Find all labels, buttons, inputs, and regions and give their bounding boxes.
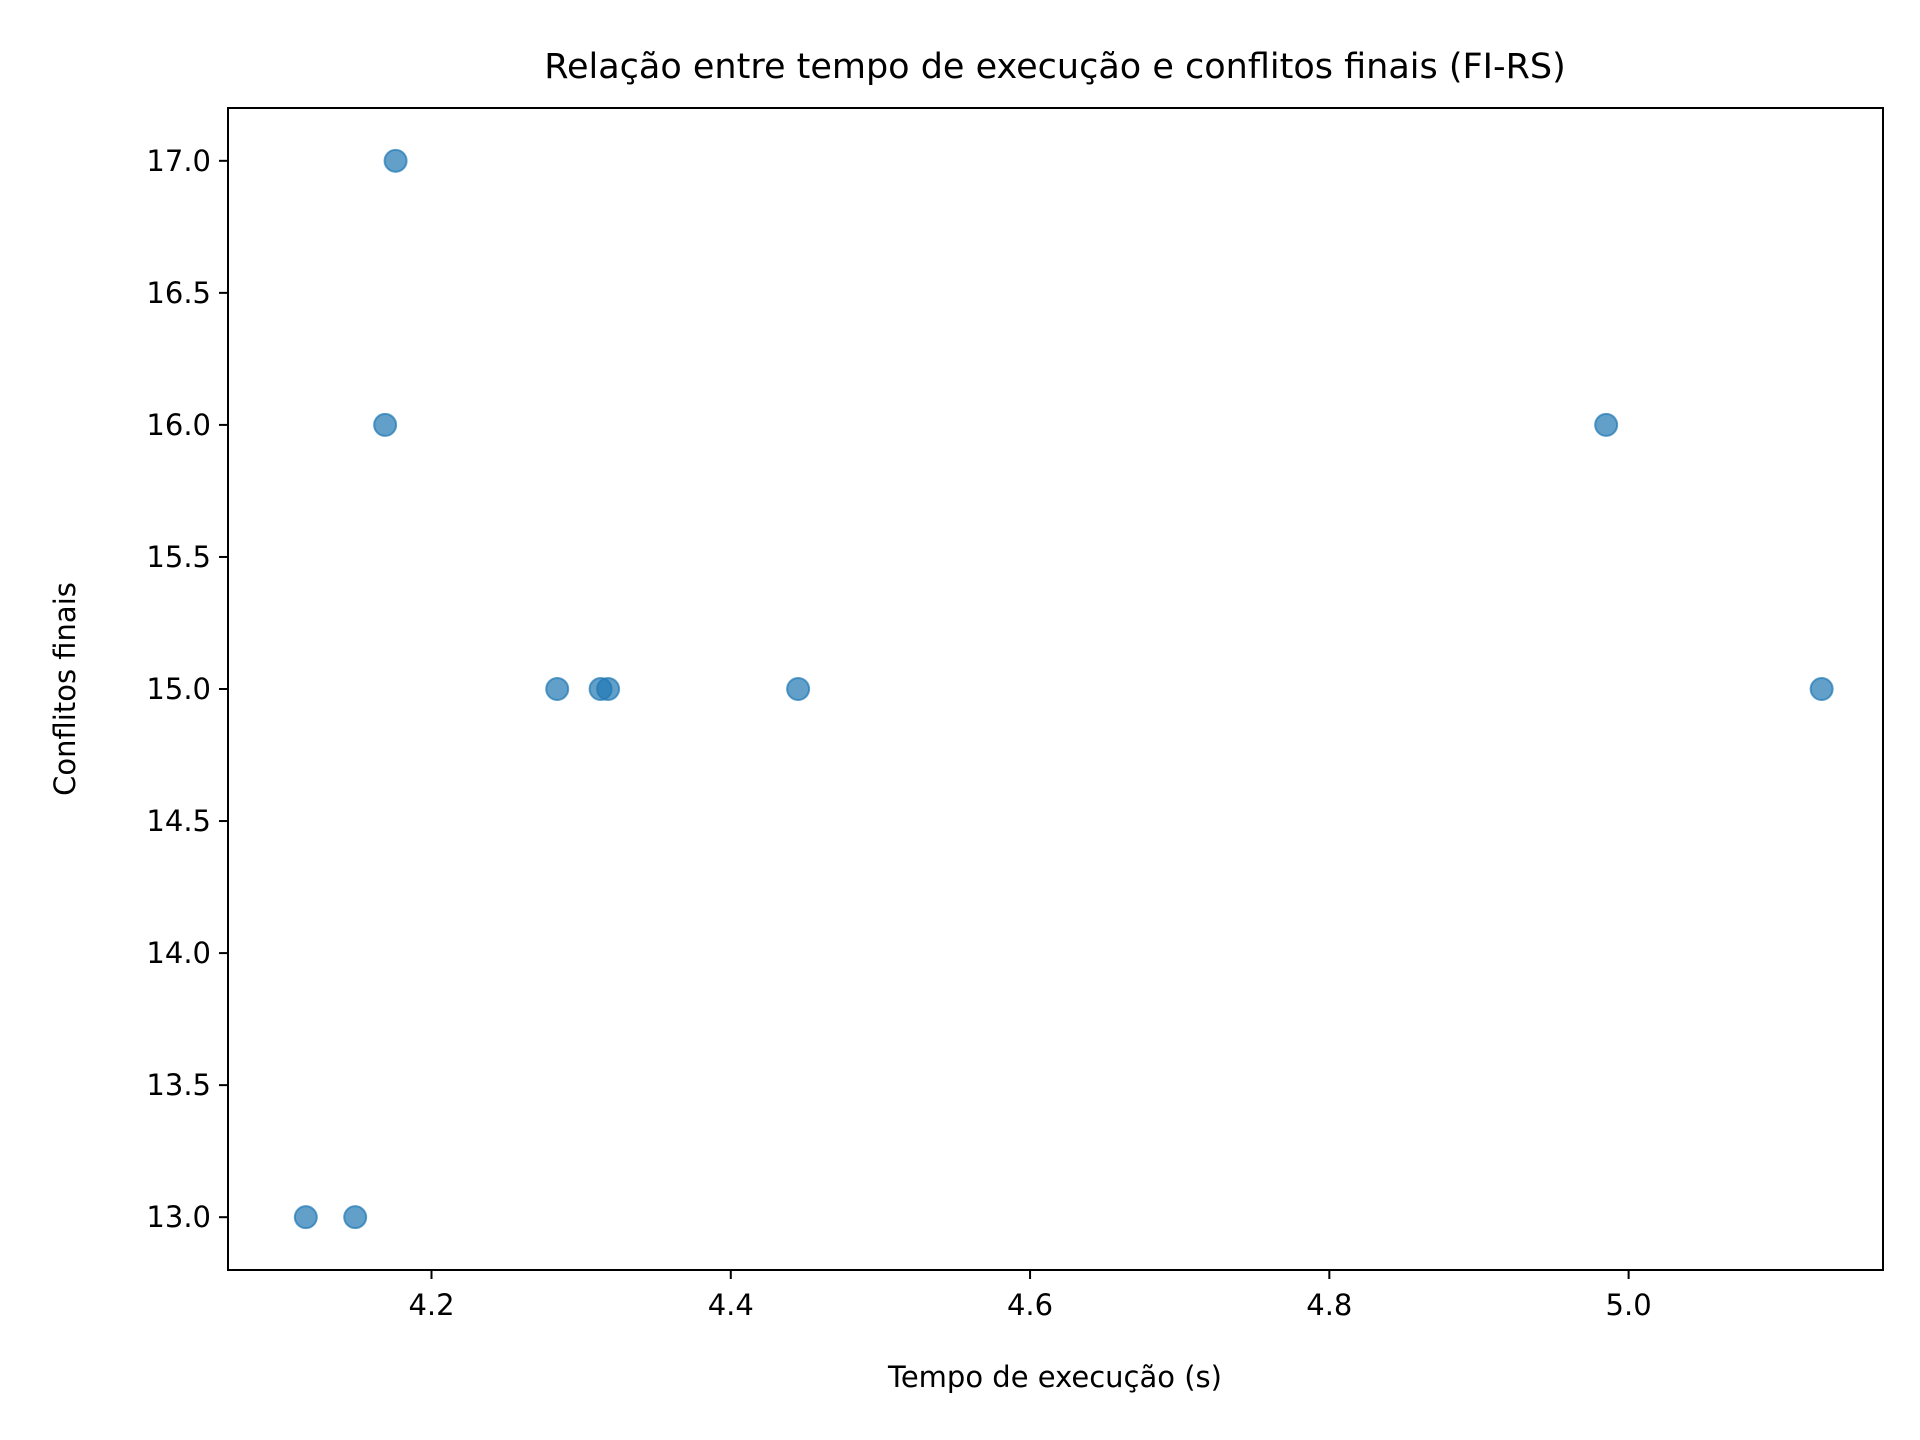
x-axis-title: Tempo de execução (s): [887, 1360, 1222, 1394]
chart-title: Relação entre tempo de execução e confli…: [544, 47, 1566, 87]
scatter-point-10: [343, 1205, 368, 1230]
y-tick-label: 14.5: [146, 804, 211, 838]
x-tick-label: 4.8: [1306, 1288, 1352, 1322]
x-tick-label: 4.6: [1007, 1288, 1053, 1322]
plot-frame: [227, 107, 1884, 1271]
points-layer: [293, 148, 1834, 1230]
y-axis-title: Conflitos finais: [48, 582, 82, 796]
y-tick-label: 14.0: [146, 936, 211, 970]
y-axis-ticks: 13.0 13.5 14.0 14.5 15.0 15.5 16.0 16.5 17.0: [146, 144, 228, 1234]
scatter-point-1: [383, 148, 408, 173]
scatter-point-2: [373, 412, 398, 437]
scatter-point-7: [786, 677, 811, 701]
scatter-point-4: [545, 677, 570, 701]
scatter-point-6: [596, 677, 621, 701]
x-axis-ticks: 4.2 4.4 4.6 4.8 5.0: [408, 1270, 1652, 1322]
x-tick-label: 4.4: [708, 1288, 754, 1322]
y-tick-label: 13.5: [146, 1068, 211, 1102]
scatter-point-9: [293, 1205, 318, 1230]
y-tick-label: 15.0: [146, 672, 211, 706]
scatter-point-3: [1594, 412, 1619, 437]
x-tick-label: 5.0: [1606, 1288, 1652, 1322]
scatter-point-8: [1809, 677, 1834, 701]
y-tick-label: 17.0: [146, 144, 211, 178]
y-tick-label: 15.5: [146, 540, 211, 574]
x-tick-label: 4.2: [408, 1288, 454, 1322]
y-tick-label: 16.0: [146, 408, 211, 442]
y-tick-label: 16.5: [146, 276, 211, 310]
y-tick-label: 13.0: [146, 1200, 211, 1234]
